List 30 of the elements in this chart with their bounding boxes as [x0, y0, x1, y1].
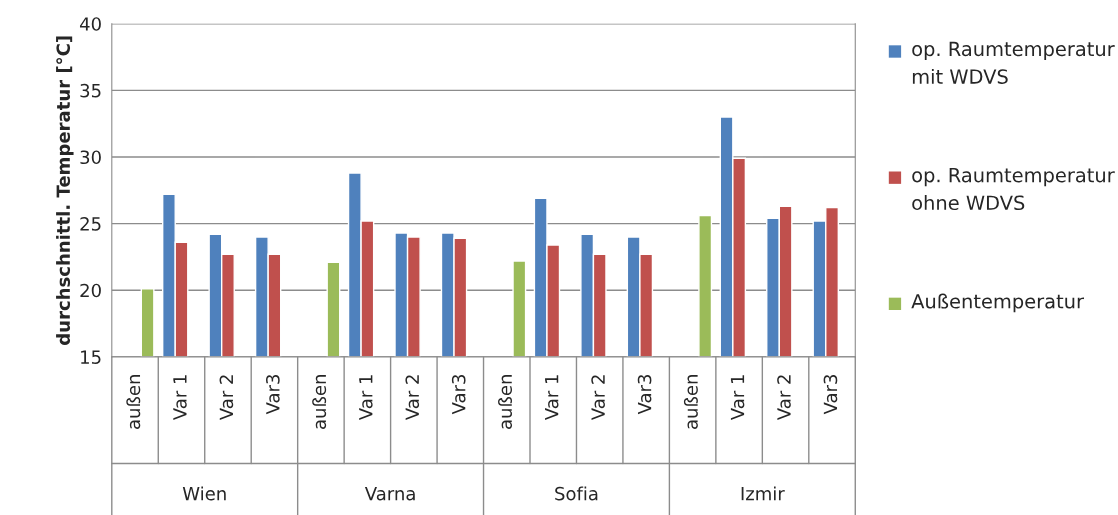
- x-tick-label: Var 2: [591, 375, 605, 421]
- x-tick-label: außen: [498, 375, 513, 429]
- x-tick-label: Var 1: [545, 375, 559, 421]
- text: Varna: [364, 486, 415, 501]
- x-tick-label: außen: [312, 375, 327, 429]
- text: Wien: [182, 486, 226, 501]
- text: Sofia: [555, 486, 598, 501]
- y-tick-label: 15: [81, 350, 101, 365]
- y-tick-label: 25: [80, 217, 101, 231]
- x-tick-label: außen: [683, 375, 698, 429]
- x-tick-label: Var 2: [405, 375, 420, 421]
- y-tick-label: 20: [80, 283, 101, 298]
- y-tick-label: 35: [80, 83, 101, 98]
- x-tick-label: Var3: [637, 375, 652, 415]
- legend-label: op. Raumtemperatur ohne WDVS: [912, 167, 1115, 211]
- x-tick-label: Var3: [266, 375, 280, 415]
- x-tick-label: außen: [126, 375, 141, 429]
- y-tick-label: 30: [80, 150, 101, 165]
- text: Izmir: [741, 486, 785, 501]
- x-tick-label: Var3: [823, 375, 838, 415]
- x-tick-label: Var 2: [777, 375, 791, 421]
- legend-label: Außentemperatur: [911, 293, 1085, 313]
- x-tick-label: Var 1: [730, 375, 745, 421]
- x-tick-label: Var 1: [359, 375, 373, 421]
- x-tick-label: Var3: [451, 375, 466, 415]
- legend-label: op. Raumtemperatur mit WDVS: [912, 41, 1115, 84]
- x-tick-label: Var 1: [173, 375, 187, 421]
- y-axis-title: durchschnittl. Temperatur [°C]: [56, 36, 74, 345]
- x-tick-label: Var 2: [219, 375, 234, 421]
- y-tick-label: 40: [79, 17, 101, 31]
